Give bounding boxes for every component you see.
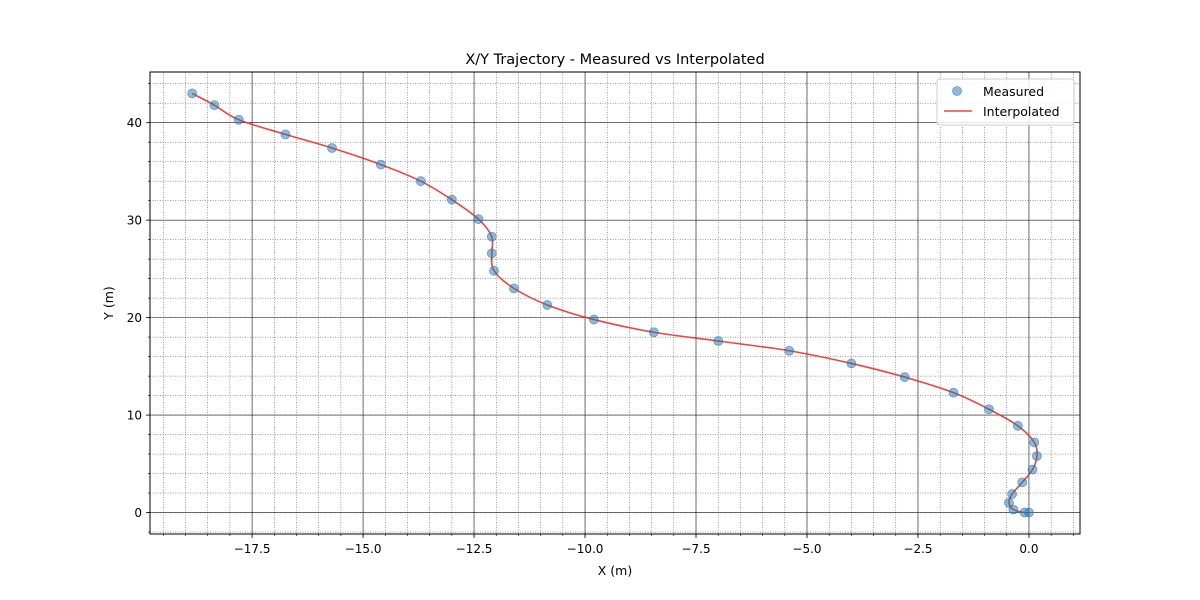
measured-point (1007, 489, 1017, 499)
chart-title: X/Y Trajectory - Measured vs Interpolate… (465, 52, 764, 68)
measured-point (446, 194, 457, 205)
measured-point (1004, 497, 1014, 508)
measured-point (784, 345, 795, 356)
y-tick-label: 10 (127, 409, 142, 423)
measured-point (648, 327, 659, 338)
x-tick-label: −5.0 (792, 542, 821, 556)
legend-box (936, 78, 1075, 126)
y-tick-label: 20 (127, 311, 142, 325)
legend-interpolated-label: Interpolated (983, 104, 1060, 119)
y-tick-label: 40 (127, 116, 142, 130)
x-tick-label: −15.0 (345, 542, 382, 556)
x-tick-label: 0.0 (1019, 542, 1038, 556)
measured-point (1012, 420, 1023, 431)
legend-measured-marker (952, 86, 962, 96)
x-tick-label: −10.0 (567, 542, 604, 556)
measured-point (948, 387, 959, 398)
measured-point (280, 129, 291, 140)
y-tick-label: 30 (127, 214, 142, 228)
x-tick-label: −12.5 (456, 542, 493, 556)
legend-measured-label: Measured (983, 84, 1044, 99)
measured-point (542, 300, 553, 310)
x-tick-label: −17.5 (234, 542, 271, 556)
measured-point (1029, 437, 1040, 448)
plot-frame (149, 71, 1081, 535)
measured-point (1008, 504, 1019, 515)
measured-point (486, 231, 497, 242)
y-tick-label: 0 (134, 506, 142, 520)
measured-point (187, 88, 198, 99)
measured-point (984, 404, 994, 415)
measured-point (713, 336, 724, 346)
measured-point (846, 358, 857, 369)
measured-point (473, 214, 484, 225)
x-axis-ticks: −17.5 −15.0 −12.5 −10.0 −7.5 −5.0 −2.5 0.0 (163, 534, 1074, 556)
measured-point (1017, 477, 1028, 488)
measured-point (899, 372, 910, 382)
x-axis-label: X (m) (598, 563, 632, 578)
measured-point (375, 159, 386, 170)
measured-point (509, 283, 519, 294)
legend: Measured Interpolated (936, 78, 1075, 126)
major-grid (150, 72, 1080, 534)
x-tick-label: −7.5 (681, 542, 710, 556)
measured-point (1019, 507, 1030, 518)
y-axis-label: Y (m) (101, 286, 116, 321)
measured-series (187, 88, 1042, 518)
measured-point (233, 114, 244, 125)
measured-point (415, 176, 426, 187)
x-tick-label: −2.5 (903, 542, 932, 556)
y-axis-ticks: 0 10 20 30 40 (127, 83, 150, 533)
measured-point (589, 314, 599, 325)
measured-point (1027, 464, 1038, 475)
measured-point (1032, 451, 1042, 461)
measured-point (489, 265, 499, 276)
measured-point (327, 143, 337, 153)
measured-point (486, 248, 497, 259)
measured-point (209, 100, 220, 111)
